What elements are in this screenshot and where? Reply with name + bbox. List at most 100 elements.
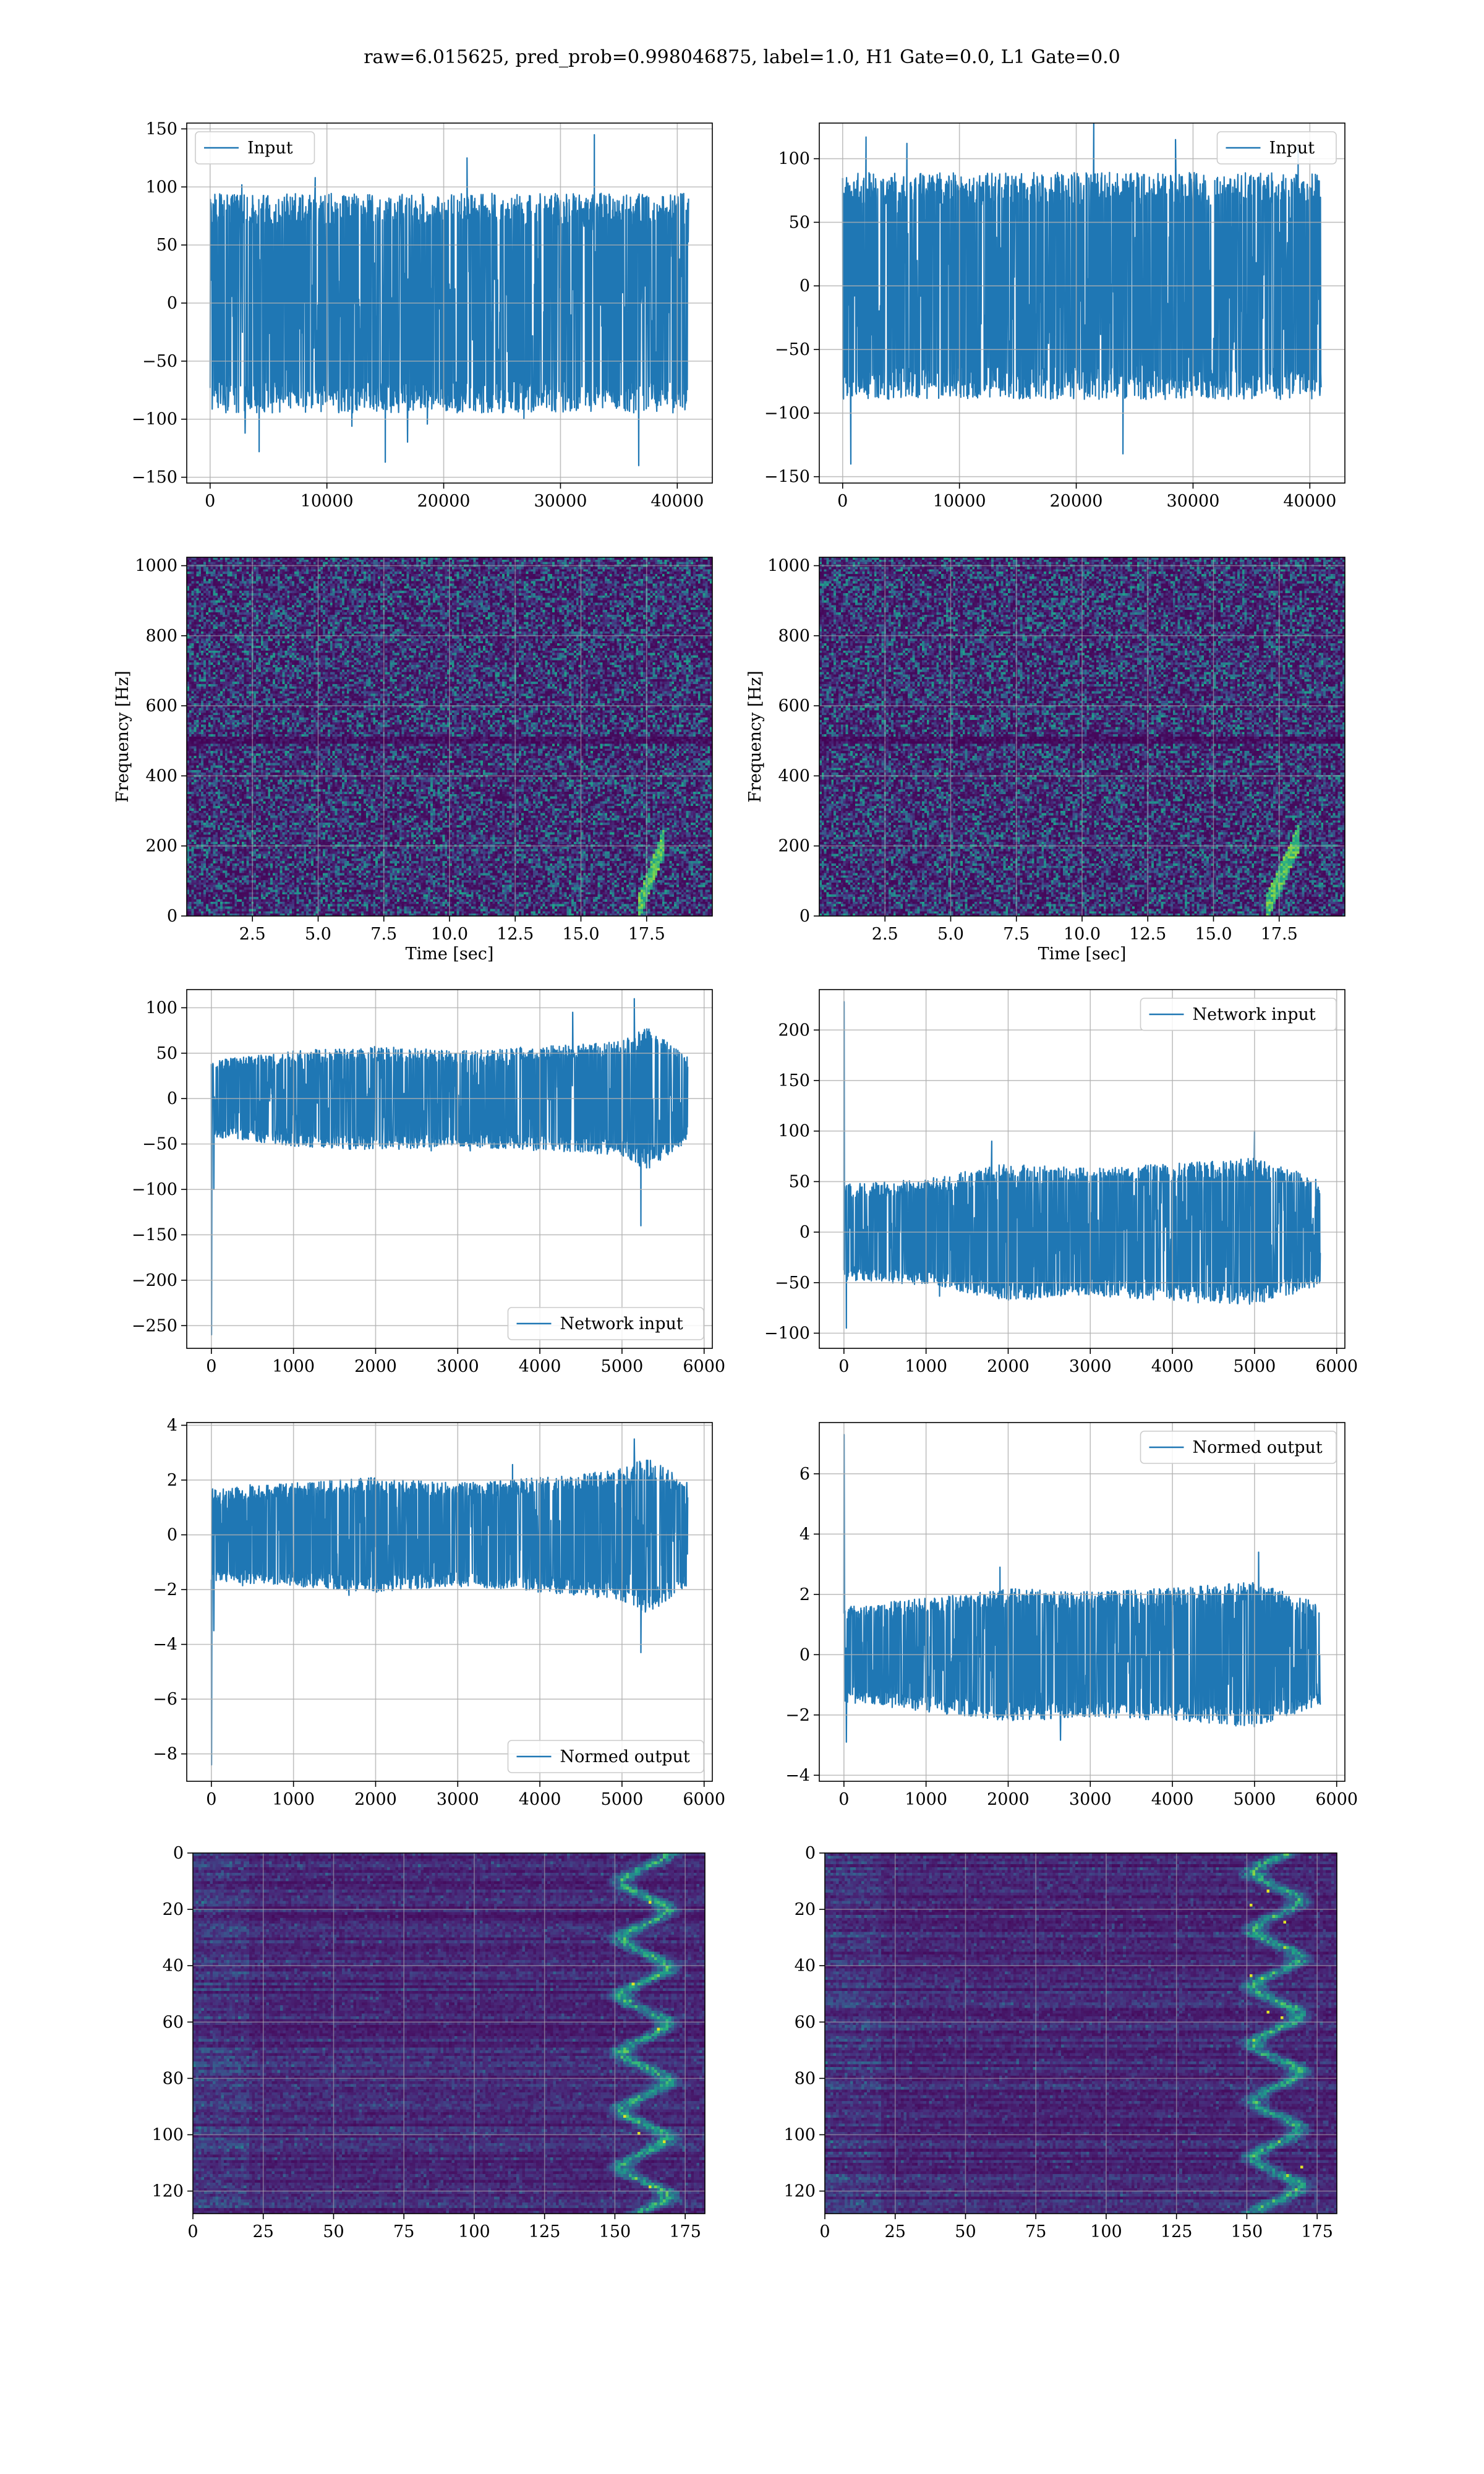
- x-tick-label: 0: [206, 1357, 216, 1376]
- y-tick-label: −100: [132, 410, 177, 429]
- y-tick-label: 60: [163, 2013, 184, 2032]
- plot-area: [210, 998, 689, 1336]
- x-tick-label: 3000: [1069, 1357, 1112, 1376]
- y-tick-label: 400: [778, 766, 810, 785]
- x-tick-label: 6000: [1315, 1357, 1358, 1376]
- series-line: [842, 123, 1322, 465]
- x-tick-label: 10000: [933, 492, 986, 511]
- plot-area: [825, 1853, 1337, 2214]
- subplot-p52: 0 25 50 75 100 125 150 175 0 20 40 60 80 100 120: [783, 1844, 1337, 2241]
- y-tick-label: −50: [142, 352, 177, 371]
- x-tick-label: 0: [205, 492, 215, 511]
- x-tick-label: 4000: [1151, 1790, 1194, 1809]
- y-tick-label: 80: [163, 2069, 184, 2088]
- x-tick-label: 3000: [437, 1790, 479, 1809]
- y-tick-label: 800: [145, 627, 177, 646]
- y-tick-label: −150: [764, 468, 810, 487]
- y-tick-label: −50: [142, 1135, 177, 1154]
- subplot-p42: 0 1000 2000 3000 4000 5000 6000 −4 −2 0 2 4 6 Normed …: [785, 1422, 1358, 1809]
- series-line: [210, 1438, 689, 1766]
- subplot-p41: 0 1000 2000 3000 4000 5000 6000 −8 −6 −4 −2 0 2 4 Norm…: [153, 1416, 725, 1809]
- y-tick-label: 100: [778, 150, 810, 169]
- y-tick-label: 60: [795, 2013, 816, 2032]
- x-tick-label: 25: [253, 2222, 274, 2241]
- y-tick-label: 0: [805, 1844, 816, 1863]
- x-tick-label: 0: [187, 2222, 198, 2241]
- x-tick-label: 6000: [1315, 1790, 1358, 1809]
- legend: Network input: [1140, 998, 1337, 1031]
- x-tick-label: 5000: [601, 1790, 644, 1809]
- y-tick-label: −8: [153, 1745, 177, 1764]
- x-tick-label: 25: [885, 2222, 906, 2241]
- y-tick-label: −200: [132, 1271, 177, 1290]
- axes-frame: [192, 1852, 706, 2214]
- plot-area: [209, 134, 689, 466]
- y-tick-label: −150: [132, 1225, 177, 1244]
- grid: [819, 1423, 1345, 1781]
- subplot-p32: 0 1000 2000 3000 4000 5000 6000 −100 −50 0 50 100 15…: [764, 989, 1358, 1376]
- x-tick-label: 3000: [437, 1357, 479, 1376]
- x-tick-label: 0: [206, 1790, 216, 1809]
- x-tick-label: 3000: [1069, 1790, 1112, 1809]
- x-tick-label: 15.0: [562, 925, 599, 944]
- y-tick-label: 0: [173, 1844, 184, 1863]
- x-tick-label: 40000: [1283, 492, 1336, 511]
- y-tick-label: −4: [153, 1635, 177, 1654]
- y-tick-label: −250: [132, 1316, 177, 1335]
- series-line: [843, 1001, 1321, 1329]
- x-tick-label: 4000: [519, 1790, 561, 1809]
- x-tick-label: 50: [323, 2222, 344, 2241]
- y-tick-label: 100: [783, 2125, 816, 2144]
- x-tick-label: 150: [599, 2222, 631, 2241]
- x-tick-label: 5000: [1234, 1790, 1276, 1809]
- subplot-p21: 2.5 5.0 7.5 10.0 12.5 15.0 17.5 0 200 400 600 800 10…: [113, 557, 713, 964]
- y-tick-label: −150: [132, 468, 177, 487]
- x-axis-label: Time [sec]: [406, 944, 494, 964]
- x-tick-label: 2000: [987, 1790, 1030, 1809]
- x-tick-label: 0: [838, 1357, 849, 1376]
- y-tick-label: 50: [789, 213, 810, 232]
- legend-label: Normed output: [1193, 1438, 1323, 1457]
- x-tick-label: 125: [529, 2222, 561, 2241]
- x-tick-label: 12.5: [1129, 925, 1166, 944]
- y-tick-label: 120: [151, 2182, 184, 2201]
- x-tick-label: 0: [838, 1790, 849, 1809]
- plot-area: [193, 1853, 705, 2214]
- x-tick-label: 20000: [417, 492, 471, 511]
- y-tick-label: 0: [167, 294, 177, 313]
- y-tick-label: 400: [145, 766, 177, 785]
- subplot-p12: 0 10000 20000 30000 40000 −150 −100 −50 0 50 100 In…: [764, 122, 1345, 511]
- legend-box: [1216, 131, 1337, 165]
- y-tick-label: 40: [163, 1956, 184, 1975]
- x-tick-label: 1000: [272, 1357, 315, 1376]
- y-tick-label: 100: [145, 178, 177, 197]
- x-tick-label: 2.5: [239, 925, 266, 944]
- heatmap-image: [825, 1853, 1337, 2214]
- legend: Normed output: [507, 1740, 704, 1773]
- legend-label: Network input: [560, 1314, 683, 1333]
- series-line: [209, 134, 689, 466]
- x-tick-label: 75: [393, 2222, 414, 2241]
- x-tick-label: 150: [1231, 2222, 1263, 2241]
- plot-area: [843, 1434, 1321, 1743]
- x-tick-label: 75: [1025, 2222, 1046, 2241]
- x-tick-label: 30000: [534, 492, 587, 511]
- legend-label: Input: [1269, 139, 1315, 158]
- y-tick-label: 200: [778, 837, 810, 856]
- y-tick-label: 100: [145, 998, 177, 1017]
- x-tick-label: 5000: [1234, 1357, 1276, 1376]
- y-tick-label: 600: [145, 696, 177, 716]
- y-tick-label: 6: [800, 1465, 810, 1484]
- legend-box: [1140, 1431, 1337, 1464]
- y-tick-label: −2: [785, 1706, 810, 1725]
- x-tick-label: 175: [669, 2222, 701, 2241]
- x-tick-label: 100: [1090, 2222, 1122, 2241]
- y-tick-label: 200: [778, 1021, 810, 1040]
- axes-frame: [186, 989, 713, 1349]
- grid: [187, 1423, 712, 1781]
- series-line: [843, 1434, 1321, 1743]
- plot-area: [842, 123, 1322, 465]
- legend: Input: [195, 131, 315, 165]
- subplot-p31: 0 1000 2000 3000 4000 5000 6000−250−200−150−10…: [132, 989, 725, 1376]
- y-tick-label: 20: [795, 1900, 816, 1919]
